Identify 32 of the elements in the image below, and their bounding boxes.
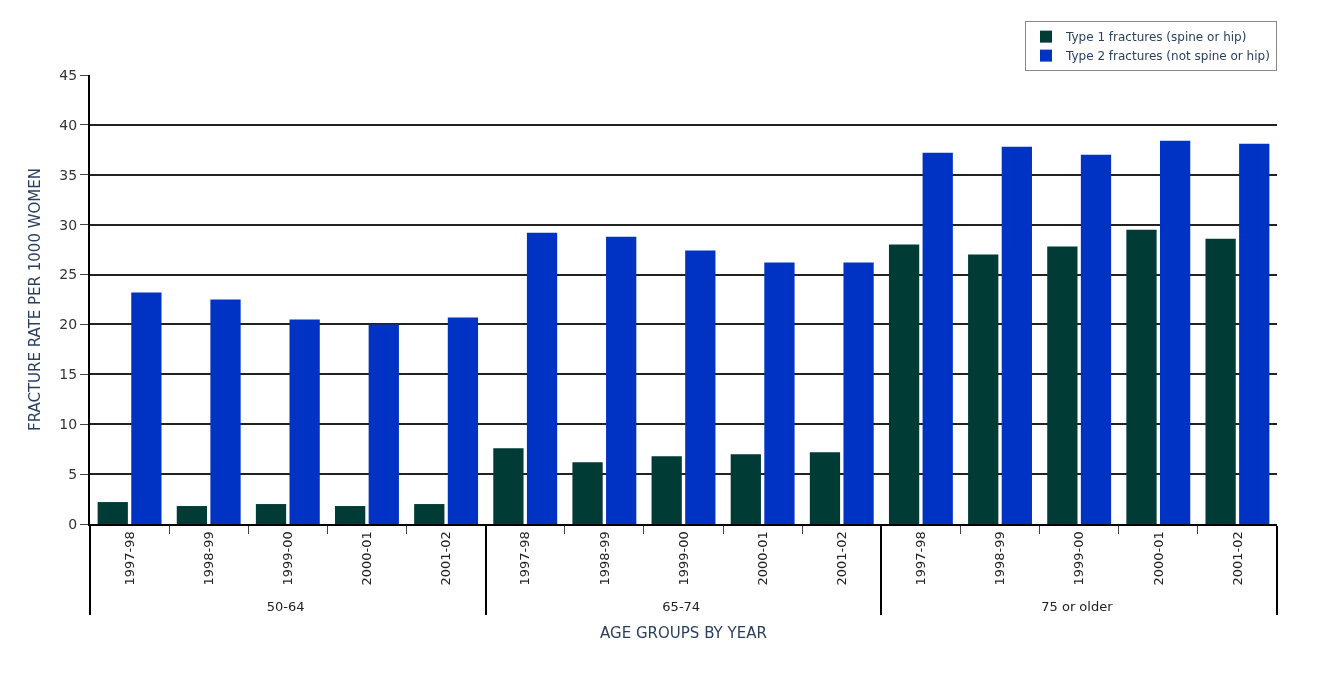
x-tick-label: 2001-02 bbox=[438, 531, 454, 586]
y-tick-label: 30 bbox=[59, 216, 78, 233]
x-tick-label: 1998-99 bbox=[992, 531, 1008, 586]
x-tick-label: 1999-00 bbox=[675, 531, 691, 586]
legend-label: Type 2 fractures (not spine or hip) bbox=[1065, 49, 1270, 64]
text: 75 or older bbox=[1041, 598, 1114, 614]
legend-label: Type 1 fractures (spine or hip) bbox=[1065, 30, 1247, 45]
x-tick-label: 2001-02 bbox=[1229, 531, 1245, 586]
y-tick-label: 0 bbox=[68, 515, 78, 532]
x-tick-label: 1997-98 bbox=[517, 531, 533, 586]
text: 65-74 bbox=[662, 598, 701, 614]
y-tick-label: 35 bbox=[59, 166, 78, 183]
y-tick-label: 15 bbox=[59, 366, 78, 383]
x-tick-label: 2000-01 bbox=[754, 531, 770, 586]
text: 50-64 bbox=[266, 598, 305, 614]
x-tick-label: 2001-02 bbox=[833, 531, 849, 586]
y-tick-label: 20 bbox=[59, 316, 78, 333]
x-tick-label: 1999-00 bbox=[280, 531, 296, 586]
y-tick-label: 5 bbox=[68, 466, 78, 483]
y-tick-label: 25 bbox=[59, 266, 78, 283]
y-tick-label: 40 bbox=[59, 116, 78, 133]
x-tick-label: 2000-01 bbox=[1150, 531, 1166, 586]
x-tick-label: 2000-01 bbox=[359, 531, 375, 586]
y-axis-title: FRACTURE RATE PER 1000 WOMEN bbox=[26, 168, 45, 431]
x-tick-label: 1999-00 bbox=[1071, 531, 1087, 586]
x-axis-title: AGE GROUPS BY YEAR bbox=[600, 624, 767, 643]
x-tick-label: 1997-98 bbox=[913, 531, 929, 586]
x-tick-label: 1998-99 bbox=[596, 531, 612, 586]
x-tick-label: 1998-99 bbox=[200, 531, 216, 586]
x-tick-label: 1997-98 bbox=[121, 531, 137, 586]
y-tick-label: 45 bbox=[59, 66, 78, 83]
y-tick-label: 10 bbox=[59, 416, 78, 433]
